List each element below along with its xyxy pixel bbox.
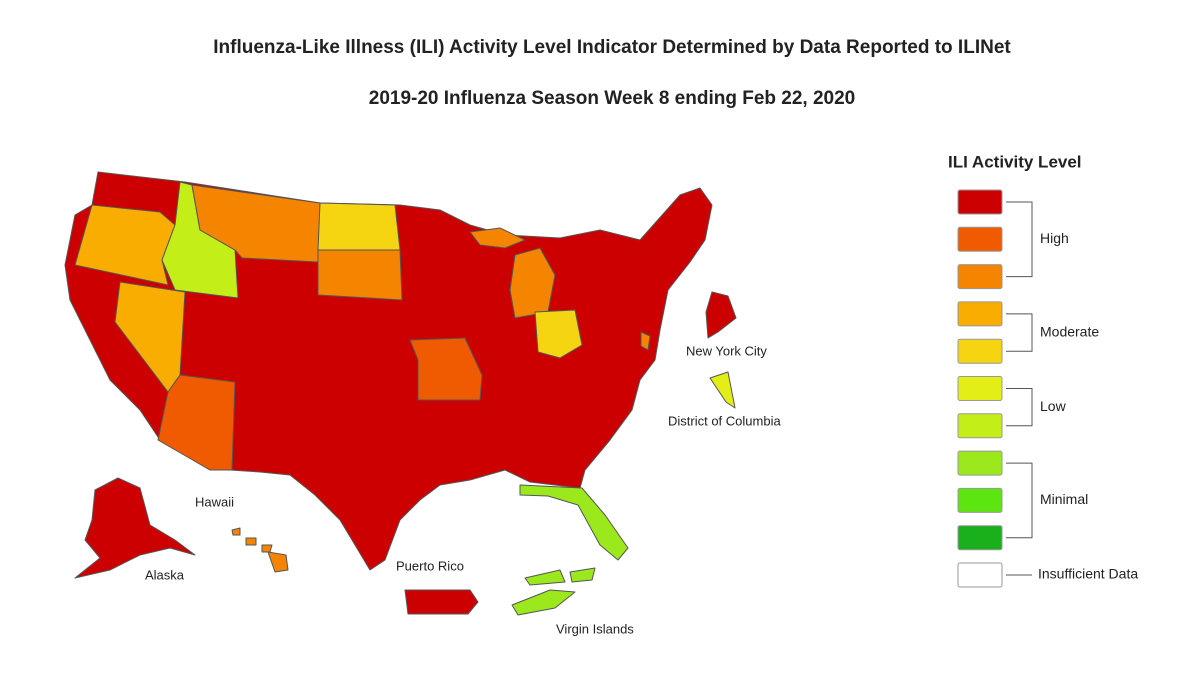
legend-bracket (1006, 201, 1033, 278)
legend-swatch (957, 525, 1003, 551)
missouri (409, 337, 483, 401)
legend-swatch (957, 226, 1003, 252)
delaware (640, 331, 651, 351)
subtitle: 2019-20 Influenza Season Week 8 ending F… (369, 88, 855, 109)
map-label: Puerto Rico (396, 558, 464, 573)
south-dakota (317, 249, 403, 301)
legend-bracket (1006, 388, 1033, 427)
legend-swatch (957, 189, 1003, 215)
legend-bracket (1006, 462, 1033, 539)
dc (709, 371, 736, 409)
virgin-islands (511, 567, 596, 616)
legend-label: Minimal (1040, 491, 1088, 507)
legend-swatch (957, 338, 1003, 364)
legend-swatch (957, 450, 1003, 476)
nyc (705, 291, 737, 339)
legend-bracket (1006, 313, 1033, 352)
hawaii (231, 527, 289, 573)
north-dakota (317, 202, 401, 251)
legend-swatch (957, 487, 1003, 513)
map-label: Alaska (145, 567, 185, 582)
florida (519, 484, 629, 561)
title: Influenza-Like Illness (ILI) Activity Le… (213, 37, 1011, 58)
puerto-rico (404, 589, 479, 615)
alaska (74, 477, 196, 579)
legend-swatch (957, 301, 1003, 327)
legend-swatch (957, 413, 1003, 439)
arizona (157, 374, 236, 471)
legend-title: ILI Activity Level (948, 152, 1082, 171)
us-map: New York City District of Columbia Hawai… (64, 171, 781, 636)
map-label: New York City (686, 343, 767, 358)
map-label: Virgin Islands (556, 621, 634, 636)
legend-label: Low (1040, 398, 1067, 414)
legend-swatch (957, 376, 1003, 401)
legend-swatch (957, 264, 1003, 290)
legend-label: High (1040, 230, 1069, 246)
legend: ILI Activity Level High Moderate Low Minima… (948, 152, 1138, 588)
map-label: Hawaii (195, 494, 234, 509)
ohio (534, 309, 583, 359)
legend-label: Moderate (1040, 323, 1099, 339)
legend-swatch (957, 562, 1003, 588)
michigan-up (469, 227, 526, 249)
map-label: District of Columbia (668, 413, 781, 428)
legend-label: Insufficient Data (1038, 566, 1138, 582)
